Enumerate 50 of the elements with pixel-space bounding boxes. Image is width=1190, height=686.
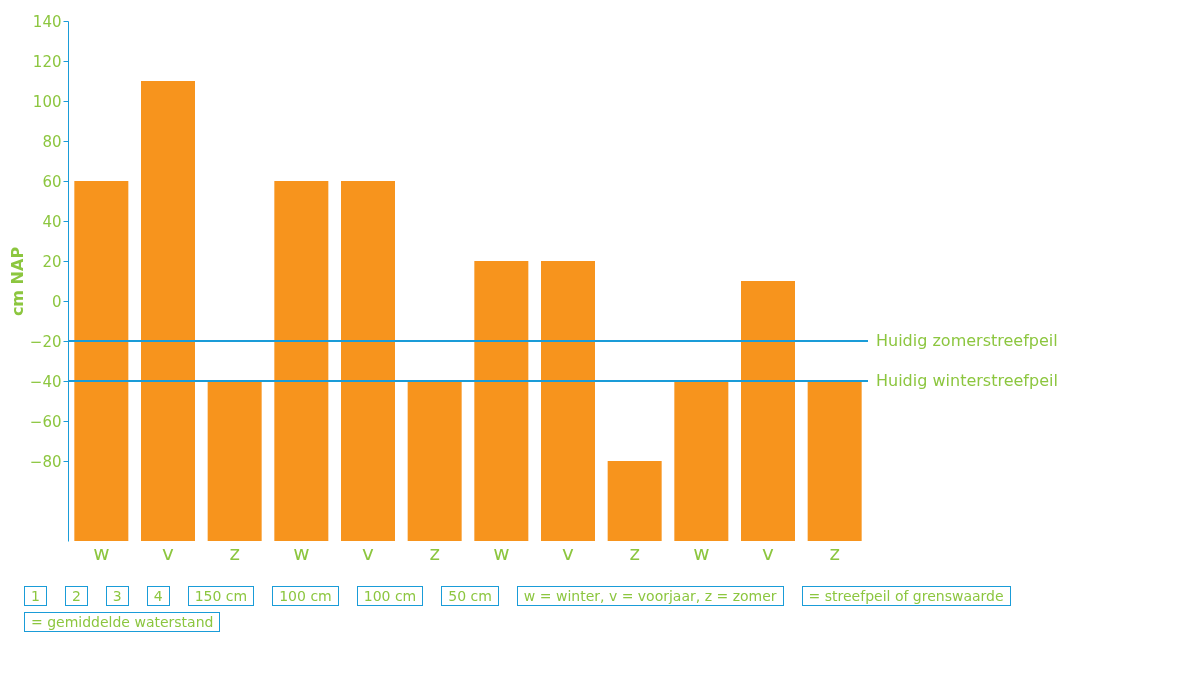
- y-tick-label: 140: [32, 12, 62, 31]
- x-tick-label: w: [493, 540, 510, 565]
- text: 2: [64, 586, 88, 606]
- x-tick-label: w: [693, 540, 710, 565]
- y-axis-title: cm NAP: [7, 246, 27, 317]
- y-tick-label: −60: [29, 412, 62, 431]
- text: 100 cm: [272, 586, 339, 606]
- bar: [207, 381, 262, 541]
- x-tick-label: z: [229, 540, 240, 565]
- bar: [341, 181, 395, 541]
- y-tick-label: 0: [51, 292, 62, 311]
- text: 150 cm: [187, 586, 255, 606]
- text: 100 cm: [356, 586, 424, 606]
- x-tick-label: w: [93, 540, 110, 565]
- bar: [141, 81, 195, 541]
- bar: [74, 181, 129, 541]
- bar: [807, 381, 862, 541]
- y-tick-label: 100: [32, 92, 62, 111]
- y-tick-label: 20: [42, 252, 62, 271]
- ref-line-label: Huidig winterstreefpeil: [876, 371, 1058, 390]
- text: 50 cm: [441, 586, 499, 606]
- bar: [607, 461, 662, 541]
- text: = streefpeil of grenswaarde: [801, 586, 1011, 606]
- y-tick-label: −40: [29, 372, 62, 391]
- text: 1: [24, 586, 47, 606]
- bar: [474, 261, 529, 541]
- bar: [541, 261, 595, 541]
- x-tick-label: v: [762, 540, 775, 565]
- bar: [674, 381, 729, 541]
- text: = gemiddelde waterstand: [24, 612, 221, 632]
- bar: [741, 281, 795, 541]
- y-tick-label: −80: [29, 452, 62, 471]
- x-tick-label: w: [293, 540, 310, 565]
- bar: [407, 381, 462, 541]
- bar: [274, 181, 329, 541]
- x-tick-label: v: [562, 540, 575, 565]
- text: w = winter, v = voorjaar, z = zomer: [516, 586, 784, 606]
- x-tick-label: v: [362, 540, 375, 565]
- y-tick-label: 80: [42, 132, 62, 151]
- text: 3: [105, 586, 129, 606]
- y-tick-label: 60: [42, 172, 62, 191]
- text: 4: [146, 586, 170, 606]
- x-tick-label: z: [629, 540, 640, 565]
- x-tick-label: v: [162, 540, 175, 565]
- y-tick-label: 40: [42, 212, 62, 231]
- x-tick-label: z: [829, 540, 840, 565]
- y-tick-label: 120: [32, 52, 62, 71]
- y-tick-label: −20: [29, 332, 62, 351]
- x-tick-label: z: [429, 540, 440, 565]
- ref-line-label: Huidig zomerstreefpeil: [876, 331, 1058, 350]
